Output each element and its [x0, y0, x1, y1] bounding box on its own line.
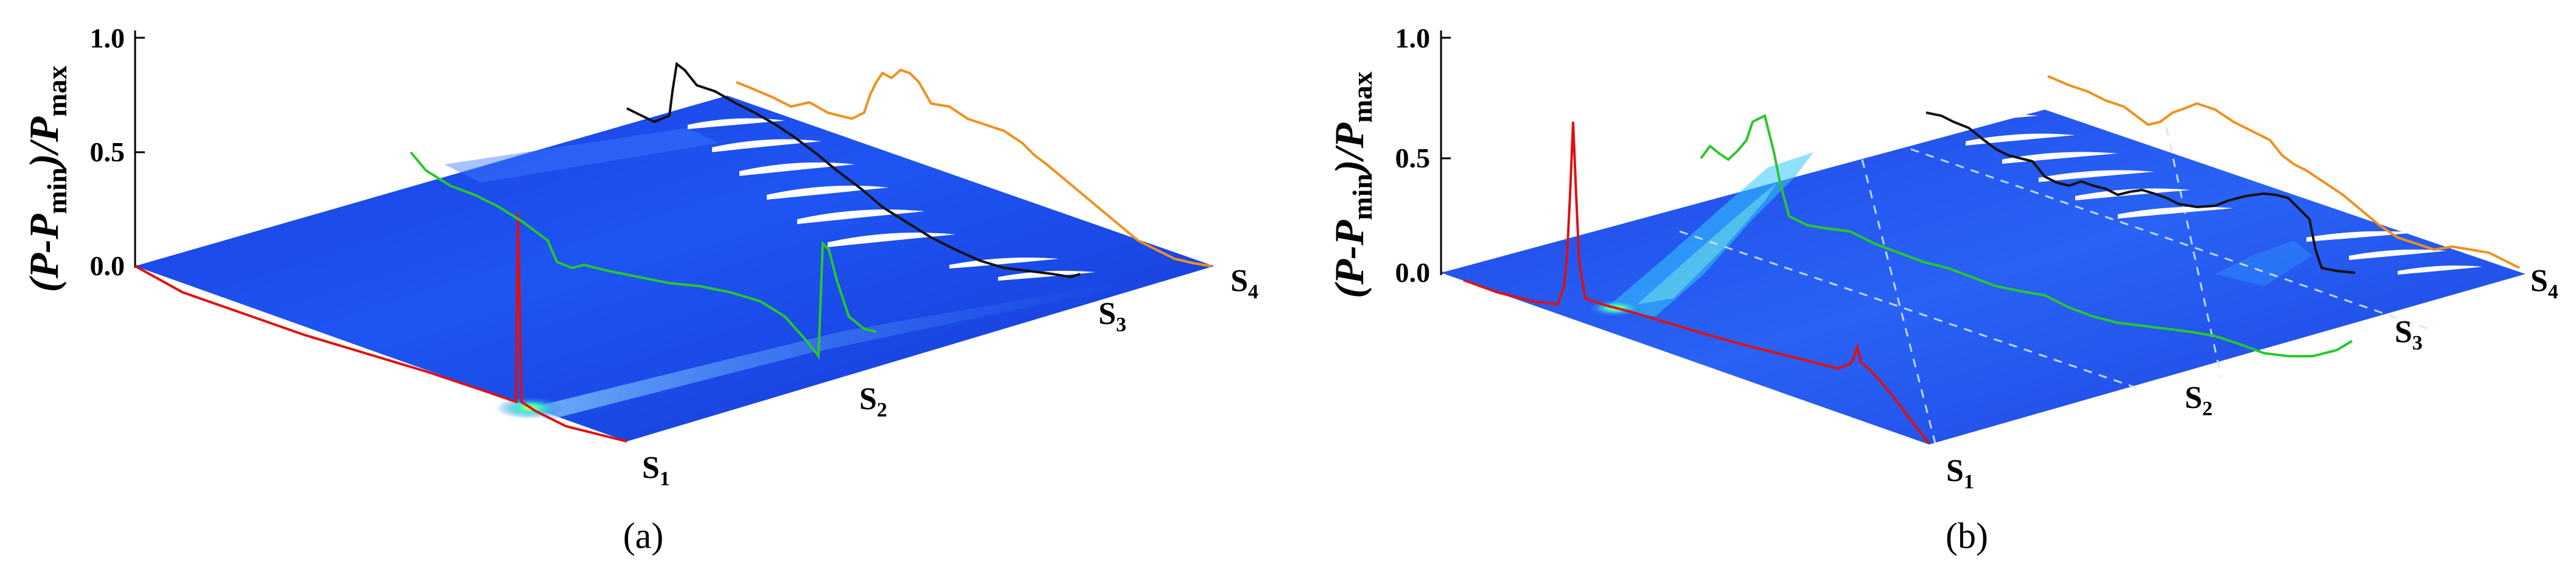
curve-red-b [1463, 121, 1930, 444]
shock-band-b [1607, 152, 1813, 317]
y-axis-label-a: (P-Pmin)/Pmax [21, 66, 72, 292]
y-tick-label-b-05: 0.5 [1395, 142, 1431, 174]
y-tick-label-a-1: 1.0 [90, 23, 125, 54]
section-label-b-s3: S3 [2395, 315, 2423, 354]
streak-a-2 [444, 128, 718, 183]
y-tick-label-a-0: 0.0 [90, 250, 125, 281]
caption-a: (a) [623, 516, 664, 556]
curve-green-a [410, 151, 877, 360]
section-label-a-s2: S2 [859, 382, 887, 421]
section-label-a-s1: S1 [642, 451, 670, 490]
caption-b: (b) [1946, 516, 1988, 556]
curve-black-a [626, 61, 1081, 279]
y-tick-label-a-05: 0.5 [90, 136, 125, 167]
blades-b [1929, 114, 2483, 275]
y-tick-label-b-0: 0.0 [1395, 257, 1431, 288]
curve-red-a [134, 212, 627, 443]
shock-band-b-3 [2215, 241, 2312, 286]
curve-black-b [1925, 111, 2356, 274]
panel-b: 1.0 0.5 0.0 (P-Pmin)/Pmax [1326, 23, 2558, 556]
section-label-b-s2: S2 [2185, 381, 2213, 420]
curve-green-b [1700, 114, 2353, 357]
pressure-surface-a [135, 96, 1214, 441]
section-label-a-s4: S4 [1230, 264, 1258, 303]
curve-orange-b [2047, 75, 2520, 269]
curve-orange-a [736, 68, 1212, 267]
y-tick-label-b-1: 1.0 [1395, 23, 1431, 54]
panel-a: 1.0 0.5 0.0 (P-Pmin)/Pmax S1 S2 S3 S4 [21, 23, 1258, 556]
y-axis-label-b: (P-Pmin)/Pmax [1326, 72, 1378, 298]
section-label-b-s4: S4 [2530, 264, 2558, 303]
section-label-b-s1: S1 [1946, 454, 1974, 493]
pressure-surface-b [1441, 110, 2525, 444]
section-label-a-s3: S3 [1098, 297, 1126, 336]
shock-band-b-2 [1637, 183, 1777, 304]
streak-a [529, 281, 1126, 420]
